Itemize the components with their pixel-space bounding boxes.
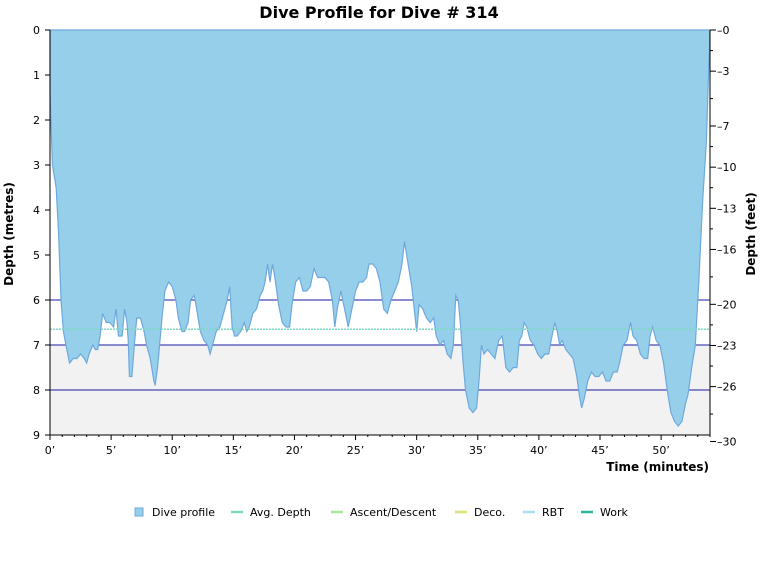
axes: 0’ 5’ 10’ 15’ 20’ 25’ 30’ 35’ 40’ 45’ 50’ 0 1 2 3 4 5 6 7 8… [33, 24, 737, 457]
dive-profile-area [49, 29, 711, 427]
legend-label: Dive profile [152, 506, 215, 519]
x-tick-label: 10’ [163, 444, 181, 457]
y-axis-left-title: Depth (metres) [2, 182, 16, 286]
y-left-tick-label: 0 [33, 24, 40, 37]
x-tick-label: 0’ [45, 444, 56, 457]
legend-label: Ascent/Descent [350, 506, 437, 519]
dive-profile-series [49, 29, 711, 427]
chart-title: Dive Profile for Dive # 314 [259, 3, 498, 22]
y-left-tick-label: 3 [33, 159, 40, 172]
legend-label: Deco. [474, 506, 505, 519]
x-axis-title: Time (minutes) [606, 460, 709, 474]
x-tick-label: 35’ [469, 444, 487, 457]
y-right-tick-label: –16 [717, 243, 737, 256]
legend-label: RBT [542, 506, 564, 519]
y-left-tick-label: 8 [33, 384, 40, 397]
x-tick-label: 30’ [408, 444, 426, 457]
y-right-tick-label: –10 [717, 161, 737, 174]
x-tick-label: 20’ [286, 444, 304, 457]
y-left-tick-label: 1 [33, 69, 40, 82]
y-left-tick-label: 5 [33, 249, 40, 262]
x-tick-label: 25’ [347, 444, 365, 457]
y-axis-right-title: Depth (feet) [744, 192, 758, 275]
y-right-tick-label: –30 [717, 435, 737, 448]
legend: Dive profile Avg. Depth Ascent/Descent Deco… [134, 506, 628, 519]
x-tick-label: 45’ [591, 444, 609, 457]
y-left-tick-label: 9 [33, 429, 40, 442]
x-tick-label: 5’ [106, 444, 117, 457]
y-left-tick-label: 4 [33, 204, 40, 217]
y-right-tick-label: –23 [717, 339, 737, 352]
y-right-tick-label: –3 [717, 65, 730, 78]
y-right-tick-label: –13 [717, 202, 737, 215]
y-left-tick-label: 6 [33, 294, 40, 307]
y-right-tick-label: –0 [717, 24, 730, 37]
y-right-tick-label: –20 [717, 298, 737, 311]
legend-label: Work [600, 506, 628, 519]
y-left-tick-label: 7 [33, 339, 40, 352]
x-tick-label: 15’ [225, 444, 243, 457]
y-left-tick-label: 2 [33, 114, 40, 127]
x-tick-label: 40’ [530, 444, 548, 457]
y-right-tick-label: –26 [717, 381, 737, 394]
legend-label: Avg. Depth [250, 506, 311, 519]
legend-swatch [134, 507, 144, 517]
y-right-tick-label: –7 [717, 120, 730, 133]
x-tick-label: 50’ [652, 444, 670, 457]
